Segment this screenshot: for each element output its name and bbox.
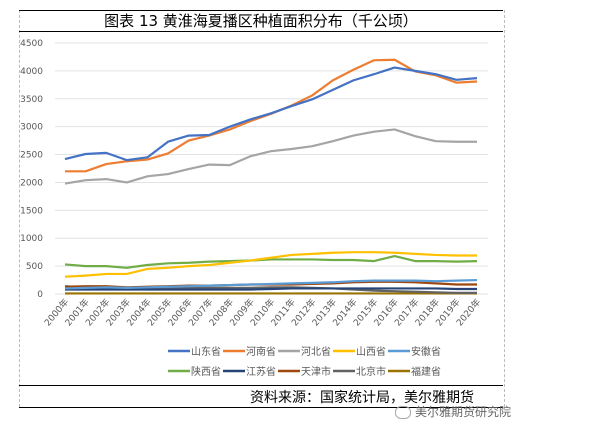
legend-label: 山东省 [191, 345, 221, 358]
chart-title: 图表 13 黄淮海夏播区种植面积分布（千公顷） [19, 10, 503, 32]
legend-label: 福建省 [411, 365, 441, 378]
watermark: 美尔雅期货研究院 [395, 403, 511, 420]
series-line-河北省 [64, 128, 477, 185]
y-tick-label: 1500 [20, 206, 43, 216]
series-line-山西省 [64, 251, 477, 278]
legend-label: 北京市 [356, 365, 386, 378]
legend-label: 山西省 [356, 345, 386, 358]
y-tick-label: 3000 [20, 123, 43, 133]
watermark-text: 美尔雅期货研究院 [415, 405, 512, 419]
legend-label: 河北省 [301, 345, 331, 358]
source-bar: 资料来源：国家统计局，美尔雅期货 [19, 385, 503, 408]
chart-frame [19, 10, 505, 407]
legend-label: 天津市 [301, 365, 331, 378]
legend-label: 江苏省 [246, 365, 276, 378]
y-tick-label: 1000 [20, 234, 43, 244]
series-line-山东省 [64, 66, 478, 162]
series-line-安徽省 [64, 278, 478, 290]
legend-label: 陕西省 [191, 365, 221, 378]
y-tick-label: 4500 [20, 39, 43, 49]
y-tick-label: 0 [37, 290, 43, 300]
series-line-江苏省 [65, 287, 477, 291]
series-line-陕西省 [64, 254, 478, 269]
y-tick-label: 4000 [20, 67, 43, 77]
legend-label: 安徽省 [411, 345, 441, 358]
wechat-icon [395, 406, 411, 419]
y-tick-label: 2000 [20, 178, 43, 188]
y-tick-label: 3500 [20, 95, 43, 105]
legend-label: 河南省 [246, 345, 276, 358]
y-tick-label: 2500 [20, 151, 43, 161]
y-tick-label: 500 [26, 262, 43, 272]
source-note: 资料来源：国家统计局，美尔雅期货 [250, 390, 474, 406]
